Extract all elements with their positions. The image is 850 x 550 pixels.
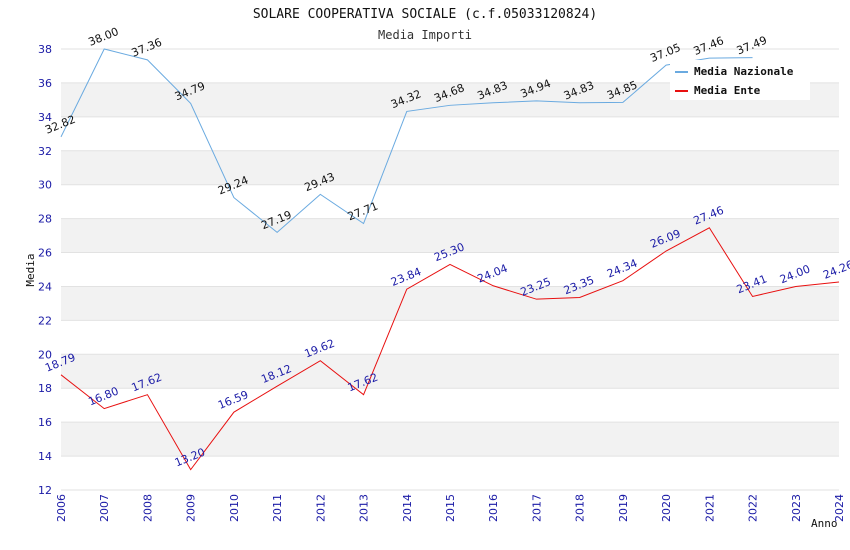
grid-band [61,354,839,389]
x-tick-label: 2016 [487,494,500,522]
y-tick-label: 38 [38,43,52,56]
y-tick-label: 20 [38,348,52,361]
grid-bands [61,82,839,457]
x-tick-label: 2017 [530,494,543,522]
legend: Media Nazionale Media Ente [670,60,810,100]
y-tick-label: 18 [38,382,52,395]
grid-band [61,286,839,321]
x-tick-label: 2020 [660,494,673,522]
grid-lines [61,48,839,491]
legend-label-media-ente: Media Ente [694,84,761,97]
y-tick-label: 28 [38,213,52,226]
y-tick-label: 34 [38,111,52,124]
data-label: 24.34 [605,257,639,281]
data-label: 37.46 [692,34,726,58]
x-tick-label: 2012 [314,494,327,522]
x-tick-label: 2021 [703,494,716,522]
x-tick-label: 2013 [358,494,371,522]
data-label: 24.26 [821,258,850,282]
series-line-media-ente [60,227,840,471]
x-tick-label: 2024 [833,494,846,522]
y-axis-ticks: 12 14 16 18 20 22 24 26 28 30 32 34 36 38 [38,43,52,497]
y-tick-label: 14 [38,450,52,463]
y-tick-label: 12 [38,484,52,497]
grid-band [61,422,839,457]
data-label: 16.59 [216,388,250,412]
y-axis-label: Media [24,253,37,286]
x-tick-label: 2018 [574,494,587,522]
x-tick-label: 2023 [790,494,803,522]
y-tick-label: 26 [38,247,52,260]
chart-subtitle: Media Importi [378,28,472,42]
x-tick-label: 2009 [185,494,198,522]
x-tick-label: 2006 [55,494,68,522]
x-axis-label: Anno [811,517,838,530]
x-tick-label: 2015 [444,494,457,522]
data-label: 24.00 [778,262,812,286]
y-tick-label: 16 [38,416,52,429]
legend-box [670,60,810,100]
grid-band [61,150,839,185]
y-tick-label: 22 [38,314,52,327]
data-label: 24.04 [475,262,509,286]
data-label: 37.49 [735,34,769,58]
data-label: 38.00 [86,25,120,49]
x-tick-label: 2010 [228,494,241,522]
legend-label-media-nazionale: Media Nazionale [694,65,794,78]
x-tick-label: 2022 [747,494,760,522]
y-tick-label: 30 [38,179,52,192]
x-axis-ticks: 2006 2007 2008 2009 2010 2011 2012 2013 2014 2015… [55,494,846,522]
y-tick-label: 24 [38,280,52,293]
data-label: 23.84 [389,265,423,289]
grid-band [61,218,839,253]
y-tick-label: 32 [38,145,52,158]
series-line-media-nazionale [60,48,753,234]
x-tick-label: 2019 [617,494,630,522]
chart-title: SOLARE COOPERATIVA SOCIALE (c.f.05033120… [253,7,597,22]
x-tick-label: 2014 [401,494,414,522]
x-tick-label: 2007 [98,494,111,522]
x-tick-label: 2008 [141,494,154,522]
x-tick-label: 2011 [271,494,284,522]
data-label: 37.36 [130,36,164,60]
y-tick-label: 36 [38,77,52,90]
